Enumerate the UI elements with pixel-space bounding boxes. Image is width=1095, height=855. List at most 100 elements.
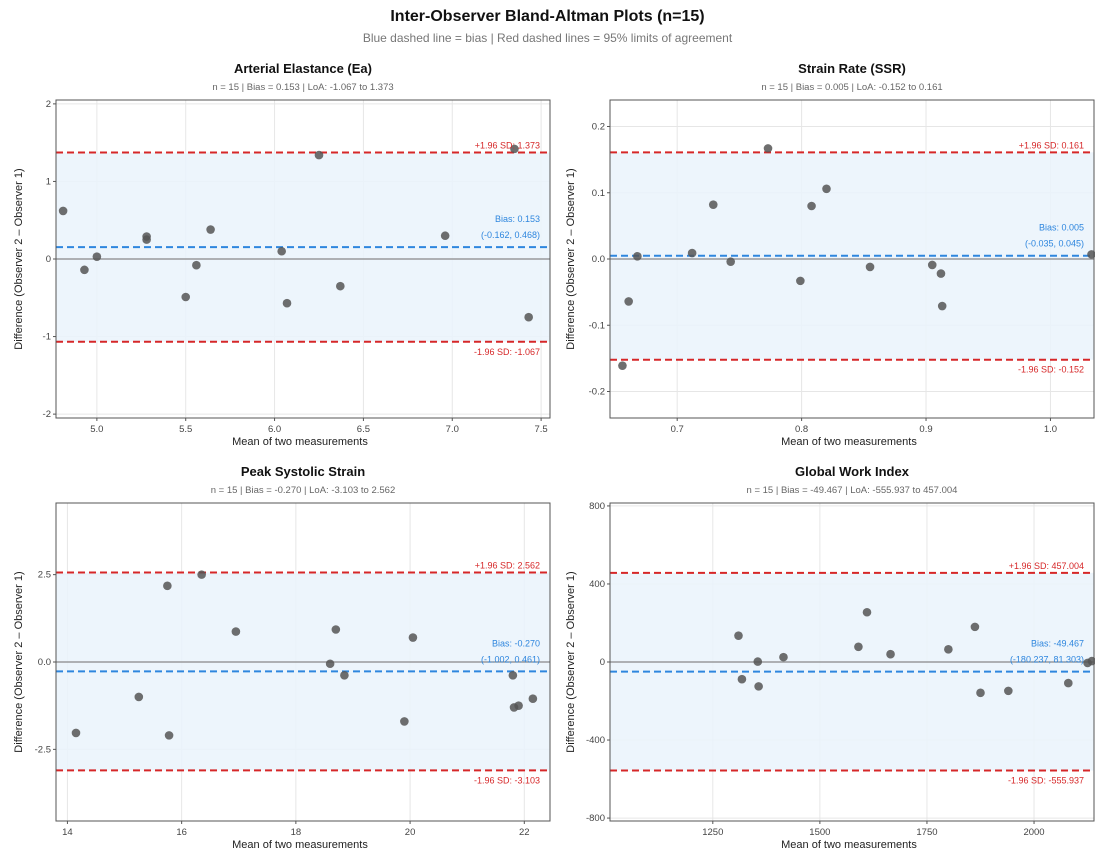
x-tick-label: 7.5 [535, 424, 548, 435]
y-tick-label: 1 [46, 176, 51, 187]
figure-title: Inter-Observer Bland-Altman Plots (n=15) [390, 8, 705, 25]
bias-ci-label: (-1.002, 0.461) [481, 654, 540, 664]
y-tick-label: -0.1 [589, 320, 605, 331]
data-point [936, 269, 946, 278]
x-tick-label: 2000 [1023, 827, 1044, 838]
panel-subtitle: n = 15 | Bias = 0.005 | LoA: -0.152 to 0… [761, 82, 942, 93]
data-point [400, 717, 409, 726]
y-tick-label: 0.0 [38, 657, 51, 668]
data-point [865, 262, 875, 272]
data-point [927, 260, 937, 270]
data-point [197, 570, 206, 579]
data-point [163, 581, 172, 591]
y-tick-label: 400 [589, 579, 605, 590]
bias-ci-label: (-180.237, 81.303) [1010, 655, 1084, 665]
panel-2: Strain Rate (SSR) n = 15 | Bias = 0.005 |… [565, 61, 1095, 448]
data-point [231, 627, 241, 636]
x-tick-label: 0.7 [671, 424, 684, 435]
x-tick-label: 1750 [916, 827, 937, 838]
upper-loa-label: +1.96 SD: 457.004 [1009, 561, 1084, 571]
y-tick-label: -2 [43, 409, 51, 420]
y-tick-label: -1 [43, 332, 51, 343]
x-axis-label: Mean of two measurements [781, 839, 917, 851]
data-point [779, 652, 788, 662]
x-axis-label: Mean of two measurements [232, 839, 368, 851]
data-point [726, 257, 735, 266]
data-point [854, 642, 863, 652]
data-point [763, 144, 773, 153]
x-tick-label: 5.0 [90, 424, 103, 435]
x-tick-label: 6.0 [268, 424, 281, 435]
data-point [71, 728, 81, 738]
data-point [754, 682, 763, 691]
data-point [440, 231, 450, 241]
data-point [58, 206, 68, 216]
data-point [514, 701, 523, 710]
y-tick-label: 2 [46, 99, 51, 110]
bias-label: Bias: 0.153 [495, 214, 540, 224]
data-point [192, 260, 201, 270]
bias-label: Bias: -0.270 [492, 638, 540, 648]
y-tick-label: 0 [46, 254, 51, 265]
x-tick-label: 16 [176, 827, 187, 838]
data-point [164, 731, 174, 740]
y-tick-label: 800 [589, 501, 605, 512]
upper-loa-label: +1.96 SD: 1.373 [475, 141, 540, 151]
figure-subtitle: Blue dashed line = bias | Red dashed lin… [362, 31, 733, 45]
data-point [92, 252, 102, 261]
x-tick-label: 18 [291, 827, 302, 838]
data-point [796, 276, 805, 286]
x-tick-label: 1.0 [1044, 424, 1057, 435]
data-point [976, 688, 985, 698]
data-point [206, 225, 215, 234]
data-point [336, 281, 345, 291]
y-tick-label: 0 [600, 657, 605, 668]
y-tick-label: -2.5 [35, 744, 51, 755]
y-tick-label: -400 [586, 735, 605, 746]
x-tick-label: 22 [519, 827, 530, 838]
x-axis-label: Mean of two measurements [781, 436, 917, 448]
data-point [314, 150, 324, 160]
x-tick-label: 0.9 [919, 424, 932, 435]
data-point [807, 201, 816, 211]
data-point [1087, 656, 1095, 666]
lower-loa-label: -1.96 SD: -555.937 [1008, 775, 1084, 785]
data-point [624, 297, 633, 306]
bias-label: Bias: -49.467 [1031, 639, 1084, 649]
upper-loa-label: +1.96 SD: 0.161 [1019, 140, 1084, 150]
panel-3: Peak Systolic Strain n = 15 | Bias = -0.2… [13, 464, 551, 851]
x-tick-label: 1250 [702, 827, 723, 838]
bias-label: Bias: 0.005 [1039, 223, 1084, 233]
lower-loa-label: -1.96 SD: -0.152 [1018, 365, 1084, 375]
y-tick-label: 0.0 [592, 254, 605, 265]
panel-1: Arterial Elastance (Ea) n = 15 | Bias = 0… [13, 61, 551, 448]
y-tick-label: -0.2 [589, 387, 605, 398]
data-point [142, 235, 151, 244]
data-point [937, 301, 947, 311]
panel-subtitle: n = 15 | Bias = -49.467 | LoA: -555.937 … [747, 485, 958, 496]
data-point [134, 692, 144, 702]
y-tick-label: 0.2 [592, 122, 605, 133]
panel-title: Strain Rate (SSR) [798, 61, 906, 76]
x-tick-label: 5.5 [179, 424, 192, 435]
data-point [708, 200, 718, 209]
panel-title: Peak Systolic Strain [241, 464, 365, 479]
panel-subtitle: n = 15 | Bias = -0.270 | LoA: -3.103 to … [211, 485, 396, 496]
data-point [753, 657, 763, 666]
data-point [325, 659, 335, 669]
data-point [1087, 250, 1095, 259]
data-point [737, 674, 747, 684]
data-point [524, 312, 533, 322]
data-point [944, 645, 953, 654]
panel-subtitle: n = 15 | Bias = 0.153 | LoA: -1.067 to 1… [212, 82, 393, 93]
data-point [970, 622, 980, 632]
lower-loa-label: -1.96 SD: -1.067 [474, 347, 540, 357]
y-tick-label: 2.5 [38, 570, 51, 581]
x-tick-label: 14 [62, 827, 73, 838]
data-point [862, 607, 872, 617]
y-axis-label: Difference (Observer 2 – Observer 1) [565, 168, 577, 349]
bias-ci-label: (-0.162, 0.468) [481, 230, 540, 240]
data-point [886, 649, 895, 659]
